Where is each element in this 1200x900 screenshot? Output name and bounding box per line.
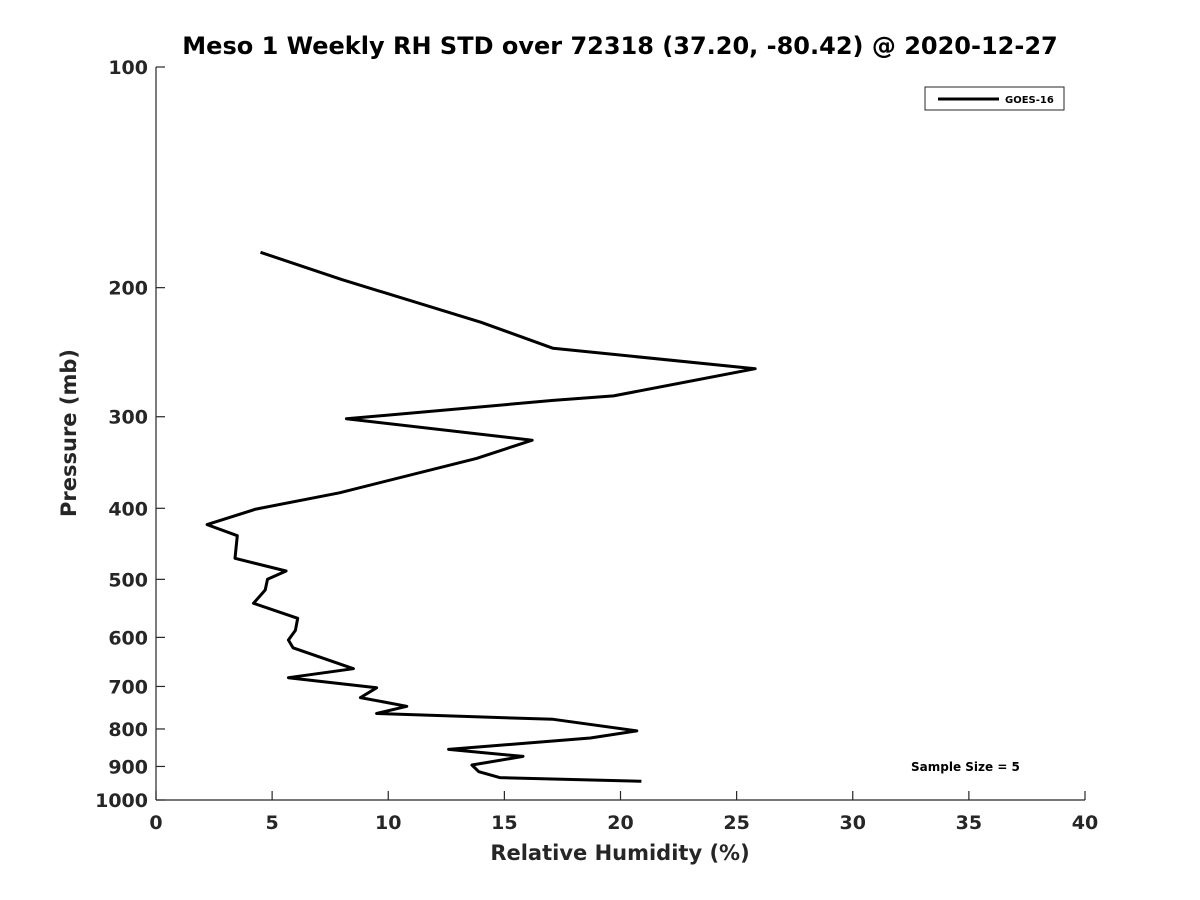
y-tick-label: 800 (108, 719, 148, 741)
y-tick-label: 400 (108, 498, 148, 520)
y-tick-label: 900 (108, 756, 148, 778)
x-tick-label: 0 (149, 812, 162, 834)
y-tick-label: 300 (108, 407, 148, 429)
sample-size-annotation: Sample Size = 5 (911, 760, 1020, 774)
chart-title: Meso 1 Weekly RH STD over 72318 (37.20, … (182, 32, 1057, 60)
y-tick-label: 200 (108, 278, 148, 300)
y-tick-label: 100 (108, 57, 148, 79)
x-axis-ticks: 0 5 10 15 20 25 30 35 40 (149, 791, 1098, 834)
y-axis-label: Pressure (mb) (57, 349, 81, 517)
x-tick-label: 20 (607, 812, 633, 834)
x-tick-label: 5 (266, 812, 279, 834)
x-axis-label: Relative Humidity (%) (490, 841, 749, 865)
y-tick-label: 500 (108, 569, 148, 591)
x-tick-label: 10 (375, 812, 401, 834)
y-tick-label: 700 (108, 676, 148, 698)
y-tick-label: 1000 (95, 790, 148, 812)
y-tick-label: 600 (108, 627, 148, 649)
x-tick-label: 25 (723, 812, 749, 834)
legend: GOES-16 (924, 86, 1065, 111)
y-axis-ticks: 100 200 300 400 500 600 700 800 900 1000 (95, 57, 165, 812)
x-tick-label: 40 (1072, 812, 1098, 834)
x-tick-label: 35 (956, 812, 982, 834)
legend-label-goes-16: GOES-16 (1005, 95, 1054, 106)
x-tick-label: 30 (840, 812, 866, 834)
x-tick-label: 15 (491, 812, 517, 834)
series-line-goes-16 (205, 250, 757, 783)
